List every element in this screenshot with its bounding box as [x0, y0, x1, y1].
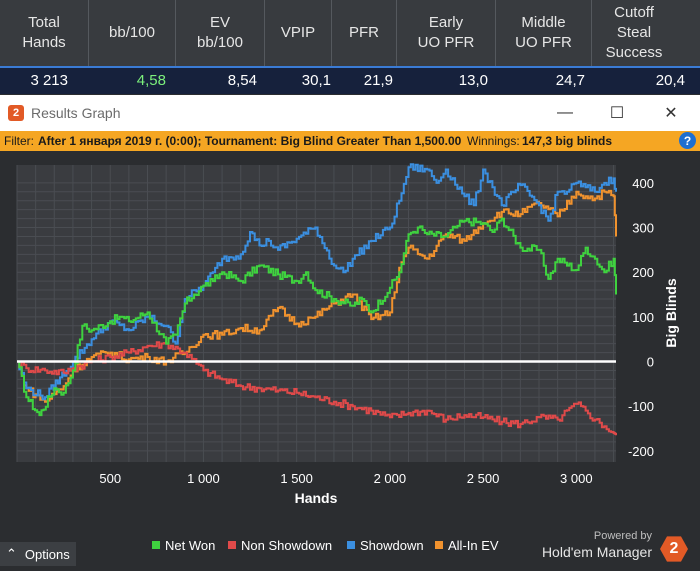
window-title: Results Graph	[31, 105, 121, 121]
options-label: Options	[24, 546, 70, 562]
series-line-non-showdown	[17, 341, 617, 436]
value-pfr: 21,9	[363, 72, 393, 89]
value-ev-bb100: 8,54	[227, 72, 257, 89]
x-axis-label: Hands	[295, 490, 338, 506]
legend-swatch	[152, 541, 160, 549]
legend-label: Showdown	[360, 538, 424, 553]
x-tick-label: 2 000	[374, 471, 407, 486]
y-axis-label: Big Blinds	[663, 278, 679, 347]
value-bb100: 4,58	[136, 72, 166, 89]
col-early-uo-pfr[interactable]: Early UO PFR	[397, 0, 496, 66]
legend-label: Net Won	[165, 538, 215, 553]
x-tick-label: 1 000	[187, 471, 220, 486]
value-total-hands: 3 213	[30, 72, 68, 89]
legend-swatch	[435, 541, 443, 549]
col-total-hands[interactable]: Total Hands	[0, 0, 89, 66]
legend-swatch	[228, 541, 236, 549]
series-line-net-won	[17, 217, 617, 417]
minimize-button[interactable]: —	[557, 104, 573, 121]
help-icon[interactable]: ?	[679, 132, 696, 149]
filter-text: After 1 января 2019 г. (0:00); Tournamen…	[38, 134, 462, 148]
powered-by-label: Powered by	[593, 530, 652, 542]
x-tick-label: 1 500	[280, 471, 313, 486]
series-lines	[17, 163, 617, 436]
stats-panel: Total Hands bb/100 EV bb/100 VPIP PFR Ea…	[0, 0, 700, 95]
stats-data-row[interactable]: 3 213 4,58 8,54 30,1 21,9 13,0 24,7 20,4	[0, 66, 700, 94]
col-ev-bb100[interactable]: EV bb/100	[176, 0, 265, 66]
legend-label: Non Showdown	[241, 538, 332, 553]
y-tick-label: -200	[628, 444, 654, 459]
y-tick-label: 0	[647, 355, 654, 370]
col-bb100[interactable]: bb/100	[89, 0, 176, 66]
app-logo-icon: 2	[8, 105, 24, 121]
winnings-value: 147,3 big blinds	[522, 134, 613, 148]
stats-header-row: Total Hands bb/100 EV bb/100 VPIP PFR Ea…	[0, 0, 700, 66]
value-early-uo-pfr: 13,0	[458, 72, 488, 89]
y-tick-label: 400	[632, 176, 654, 191]
hem-logo-icon: 2	[660, 536, 688, 562]
filter-bar[interactable]: Filter: After 1 января 2019 г. (0:00); T…	[0, 131, 700, 151]
value-vpip: 30,1	[301, 72, 331, 89]
filter-label: Filter:	[4, 134, 34, 148]
x-tick-label: 3 000	[560, 471, 593, 486]
value-cutoff-steal-success: 20,4	[655, 72, 685, 89]
legend-swatch	[347, 541, 355, 549]
col-pfr[interactable]: PFR	[332, 0, 397, 66]
x-tick-label: 500	[99, 471, 121, 486]
title-bar[interactable]: 2 Results Graph — ☐ ✕	[0, 95, 700, 131]
y-tick-label: 100	[632, 310, 654, 325]
maximize-button[interactable]: ☐	[609, 105, 625, 122]
value-middle-uo-pfr: 24,7	[555, 72, 585, 89]
col-middle-uo-pfr[interactable]: Middle UO PFR	[496, 0, 592, 66]
results-graph-window: 2 Results Graph — ☐ ✕ Filter: After 1 ян…	[0, 95, 700, 571]
y-tick-label: 200	[632, 265, 654, 280]
col-vpip[interactable]: VPIP	[265, 0, 332, 66]
options-button[interactable]: ⌃ Options	[0, 542, 76, 566]
y-tick-label: -100	[628, 399, 654, 414]
legend: Net Won Non Showdown Showdown All-In EV	[152, 538, 499, 553]
axis-ticks: 500 1 000 1 500 2 000 2 500 3 000 -200 -100 0 100…	[99, 176, 654, 486]
close-button[interactable]: ✕	[664, 105, 678, 122]
y-tick-label: 300	[632, 221, 654, 236]
chevron-up-icon: ⌃	[6, 546, 17, 561]
brand-name: Hold'em Manager	[541, 544, 652, 560]
results-chart: 500 1 000 1 500 2 000 2 500 3 000 -200 -100 0 100…	[16, 163, 679, 553]
legend-label: All-In EV	[448, 538, 499, 553]
winnings-label: Winnings:	[467, 134, 520, 148]
x-tick-label: 2 500	[467, 471, 500, 486]
col-cutoff-steal-success[interactable]: Cutoff Steal Success	[605, 4, 663, 61]
